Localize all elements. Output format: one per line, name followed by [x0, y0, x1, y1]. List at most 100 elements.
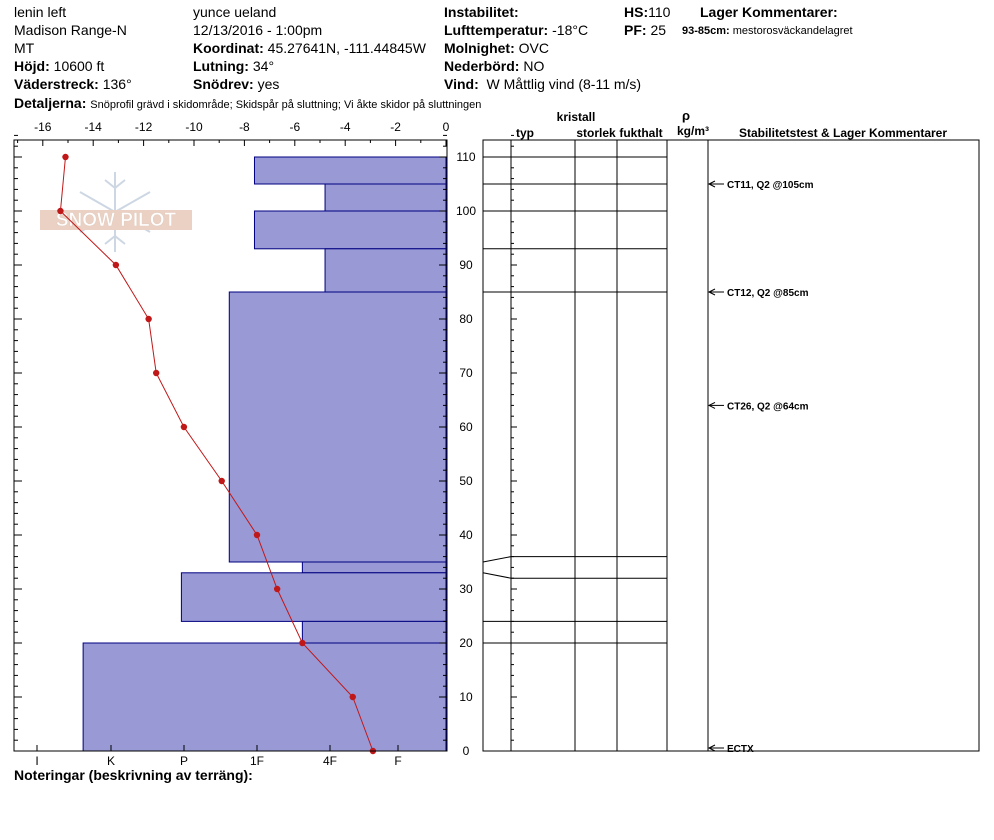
- col-crystal: kristall: [557, 110, 596, 124]
- depth-tick-label: 0: [463, 744, 470, 758]
- temp-point: [62, 153, 69, 161]
- stability-arrowhead: [707, 180, 716, 188]
- hardness-bar: [82, 642, 447, 752]
- instability-label: Instabilitet:: [444, 4, 519, 20]
- stability-test-label: ECTX: [727, 744, 754, 755]
- stability-test-label: CT12, Q2 @85cm: [727, 288, 809, 299]
- stability-tests: CT11, Q2 @105cm CT12, Q2 @85cm CT26, Q2 @6…: [707, 180, 814, 755]
- temp-tick-label: -8: [239, 120, 250, 134]
- elevation-row: Höjd: 10600 ft: [14, 57, 104, 75]
- hardness-bar: [253, 156, 447, 185]
- depth-tick-label: 100: [456, 204, 476, 218]
- layer-comment-range: 93-85cm:: [682, 25, 730, 37]
- air-temp-label: Lufttemperatur:: [444, 22, 549, 38]
- instability-row: Instabilitet:: [444, 3, 519, 21]
- hs-row: HS:110: [624, 3, 670, 21]
- hs-label: HS:: [624, 4, 649, 20]
- stability-arrowhead: [707, 401, 716, 409]
- temp-point: [218, 477, 225, 485]
- hardness-tick-label: F: [394, 754, 401, 768]
- temp-point: [57, 207, 64, 215]
- temp-point: [112, 261, 120, 269]
- pf-row: PF: 25: [624, 21, 666, 39]
- layer-comments-title: Lager Kommentarer:: [700, 4, 838, 20]
- depth-tick-label: 110: [456, 150, 475, 164]
- hardness-tick-label: 4F: [323, 754, 337, 768]
- temp-tick-label: -12: [135, 120, 153, 134]
- hardness-bar: [228, 291, 447, 563]
- logo-band: [40, 210, 192, 230]
- temp-point: [349, 693, 356, 701]
- depth-tick-label: 60: [459, 420, 473, 434]
- precip-value: NO: [523, 58, 545, 74]
- depth-tick-label: 90: [459, 258, 473, 272]
- col-type: typ: [516, 126, 534, 140]
- slope-label: Lutning:: [193, 58, 249, 74]
- wind-loading-value: yes: [257, 76, 280, 92]
- temp-tick-label: -10: [185, 120, 203, 134]
- stability-arrowhead: [707, 744, 716, 752]
- state-name: MT: [14, 40, 35, 56]
- notes-label: Noteringar (beskrivning av terräng):: [14, 767, 253, 783]
- depth-tick-label: 80: [459, 312, 473, 326]
- hardness-bar: [324, 248, 447, 293]
- sky-row: Molnighet: OVC: [444, 39, 549, 57]
- temp-tick-label: -16: [34, 120, 52, 134]
- temp-tick-label: -4: [340, 120, 351, 134]
- temp-point: [273, 585, 281, 593]
- sky-value: OVC: [518, 40, 549, 56]
- layer-comment-text: mestorosväckandelagret: [732, 25, 853, 37]
- hardness-bar: [301, 620, 447, 644]
- details-label: Detaljerna:: [14, 95, 87, 111]
- temp-tick-label: 0: [443, 120, 450, 134]
- col-stability: Stabilitetstest & Lager Kommentarer: [739, 126, 947, 140]
- sky-label: Molnighet:: [444, 40, 515, 56]
- aspect-value: 136°: [102, 76, 132, 92]
- hardness-bar: [180, 572, 447, 622]
- precip-label: Nederbörd:: [444, 58, 520, 74]
- elevation-label: Höjd:: [14, 58, 50, 74]
- hardness-tick-label: I: [35, 754, 38, 768]
- left-plot-frame: [13, 139, 448, 752]
- layer-connector: [482, 556, 512, 563]
- elevation-value: 10600 ft: [53, 58, 105, 74]
- depth-tick-label: 20: [459, 636, 473, 650]
- hardness-bars: [82, 156, 447, 752]
- temp-tick-label: -2: [390, 120, 401, 134]
- stability-test-label: CT26, Q2 @64cm: [727, 401, 809, 412]
- col-size: storlek: [576, 126, 616, 140]
- temp-point: [153, 369, 160, 377]
- air-temp-row: Lufttemperatur: -18°C: [444, 21, 588, 39]
- logo-text: SNOW PILOT: [56, 210, 177, 231]
- layer-connector: [482, 572, 512, 579]
- temp-point: [253, 531, 261, 539]
- temp-line: [59, 156, 374, 752]
- temp-point: [180, 423, 188, 431]
- temperature-profile: [57, 153, 377, 755]
- depth-tick-label: 70: [459, 366, 473, 380]
- wind-loading-row: Snödrev: yes: [193, 75, 279, 93]
- details-row: Detaljerna: Snöprofil grävd i skidområde…: [14, 94, 481, 114]
- aspect-label: Väderstreck:: [14, 76, 99, 92]
- aspect-row: Väderstreck: 136°: [14, 75, 132, 93]
- temp-point: [145, 315, 152, 323]
- layer-comment: 93-85cm: mestorosväckandelagret: [682, 22, 853, 40]
- wind-label: Vind:: [444, 76, 479, 92]
- depth-tick-label: 50: [459, 474, 473, 488]
- wind-value: W Måttlig vind (8-11 m/s): [486, 76, 642, 92]
- col-rho: ρ: [682, 108, 690, 123]
- stability-arrowhead: [707, 288, 716, 296]
- depth-tick-label: 40: [459, 528, 473, 542]
- obs-datetime: 12/13/2016 - 1:00pm: [193, 22, 323, 38]
- hardness-bar: [253, 210, 447, 250]
- col-density-unit: kg/m³: [677, 124, 709, 138]
- depth-tick-label: 30: [459, 582, 473, 596]
- col-moisture: fukthalt: [619, 126, 662, 140]
- temp-tick-label: -6: [289, 120, 300, 134]
- temp-tick-label: -14: [85, 120, 103, 134]
- wind-row: Vind: W Måttlig vind (8-11 m/s): [444, 75, 641, 93]
- pf-label: PF:: [624, 22, 647, 38]
- pf-value: 25: [650, 22, 667, 38]
- hardness-tick-label: 1F: [250, 754, 264, 768]
